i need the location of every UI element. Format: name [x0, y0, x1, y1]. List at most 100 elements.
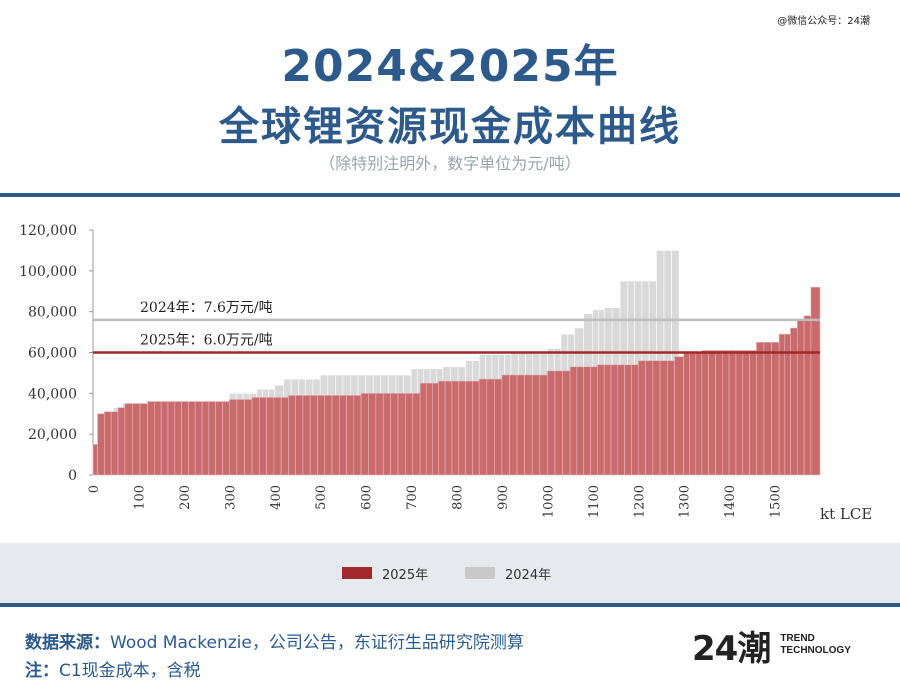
bar-2025: [509, 374, 518, 476]
x-tick-label: 200: [178, 485, 193, 510]
subtitle: （除特别注明外，数字单位为元/吨）: [319, 154, 581, 173]
bar-2025: [803, 315, 812, 476]
y-tick-label: 40,000: [28, 386, 77, 402]
bar-2025: [722, 350, 730, 476]
bar-2025: [458, 380, 466, 476]
bar-2025: [778, 333, 786, 476]
y-tick-label: 120,000: [19, 223, 77, 239]
bar-2025: [637, 360, 646, 476]
bar-2025: [547, 370, 556, 476]
bar-2025: [465, 380, 473, 476]
bar-2025: [194, 401, 203, 476]
bar-2025: [412, 393, 421, 476]
bar-2025: [674, 356, 684, 476]
bar-2025: [368, 393, 377, 476]
bar-2025: [701, 350, 709, 476]
source-text: Wood Mackenzie，公司公告，东证衍生品研究院测算: [110, 633, 524, 653]
y-axis: 0 20,000 40,000 60,000 80,000 100,000 120,000: [19, 223, 94, 484]
bar-2025: [756, 341, 765, 476]
bar-2025: [259, 397, 267, 476]
bar-2025: [188, 401, 196, 476]
note-line: 注：C1现金成本，含税: [25, 656, 201, 681]
x-tick-label: 1400: [723, 485, 738, 518]
bar-2025: [749, 350, 757, 476]
bar-2025: [425, 382, 433, 476]
bar-2025: [431, 382, 439, 476]
logo-text: TREND TECHNOLOGY: [780, 633, 851, 657]
bar-2025: [539, 374, 548, 476]
bar-2025: [309, 395, 318, 476]
bar-2025: [763, 341, 772, 476]
bar-2025: [631, 364, 639, 476]
bar-2025: [444, 380, 453, 476]
bar-2025: [104, 411, 112, 476]
bar-2025: [382, 393, 391, 476]
bar-2025: [610, 364, 619, 476]
bar-2025: [796, 319, 805, 476]
bar-2025: [531, 374, 541, 476]
top-rule: [0, 193, 900, 197]
legend-label-2025: 2025年: [382, 567, 429, 583]
note-text: C1现金成本，含税: [59, 661, 201, 681]
bar-2025: [486, 378, 495, 476]
y-tick-label: 80,000: [28, 305, 77, 321]
watermark: @微信公众号：24潮: [777, 16, 870, 27]
bar-2025: [554, 370, 563, 476]
bar-2025: [215, 401, 223, 476]
bar-2025: [728, 350, 737, 476]
bar-2025: [576, 366, 585, 476]
bar-2025: [472, 380, 480, 476]
x-tick-label: 1500: [769, 485, 784, 518]
x-tick-label: 1000: [541, 485, 556, 518]
x-tick-label: 1300: [678, 485, 693, 518]
y-tick-label: 100,000: [19, 264, 77, 280]
bar-2025: [810, 286, 821, 476]
bar-2025: [295, 395, 304, 476]
reference-lines: 2024年：7.6万元/吨 2025年：6.0万元/吨: [93, 300, 820, 354]
x-tick-label: 300: [223, 485, 238, 510]
bar-2025: [324, 395, 333, 476]
bar-2025: [405, 393, 414, 476]
x-tick-label: 600: [360, 485, 375, 510]
bar-2025: [451, 380, 460, 476]
bar-2025: [222, 401, 230, 476]
bar-2025: [617, 364, 625, 476]
brand-logo: 24潮 TREND TECHNOLOGY: [692, 622, 882, 669]
bar-2025: [659, 360, 668, 476]
x-axis: 0 100 200 300 400 500 600 700 800 900 1000 1100 1200…: [87, 485, 784, 518]
bar-2025: [390, 393, 399, 476]
bar-2025: [302, 395, 311, 476]
bar-2025: [569, 366, 578, 476]
x-tick-label: 900: [496, 485, 511, 510]
chart-area: 0 20,000 40,000 60,000 80,000 100,000 120,000 …: [0, 197, 900, 543]
bar-2025: [735, 350, 744, 476]
bar-2025: [266, 397, 275, 476]
legend-item-2025: 2025年: [342, 565, 429, 583]
logo-text-line-2: TECHNOLOGY: [780, 645, 851, 656]
bar-2025: [251, 397, 260, 476]
legend-item-2024: 2024年: [465, 565, 551, 583]
bar-2025: [667, 360, 675, 476]
bar-2025: [360, 393, 369, 476]
x-tick-label: 500: [314, 485, 329, 510]
x-tick-label: 700: [405, 485, 420, 510]
bar-2025: [562, 370, 571, 476]
source-line: 数据来源：Wood Mackenzie，公司公告，东证衍生品研究院测算: [25, 628, 524, 653]
title-line-2: 全球锂资源现金成本曲线: [219, 104, 681, 150]
note-label: 注：: [25, 661, 59, 681]
bar-2025: [154, 401, 162, 476]
bar-2025: [494, 378, 503, 476]
bar-2025: [597, 364, 605, 476]
bar-2025: [516, 374, 525, 476]
bar-2025: [689, 352, 697, 476]
y-tick-label: 60,000: [28, 346, 77, 362]
logo-text-line-1: TREND: [780, 633, 815, 644]
bar-2025: [181, 401, 189, 476]
bar-2025: [229, 399, 238, 476]
bar-2025: [236, 399, 245, 476]
bar-2025: [280, 397, 289, 476]
reference-label-2025: 2025年：6.0万元/吨: [140, 333, 273, 349]
x-tick-label: 0: [87, 485, 102, 493]
bar-2025: [397, 393, 406, 476]
bar-2025: [419, 382, 427, 476]
